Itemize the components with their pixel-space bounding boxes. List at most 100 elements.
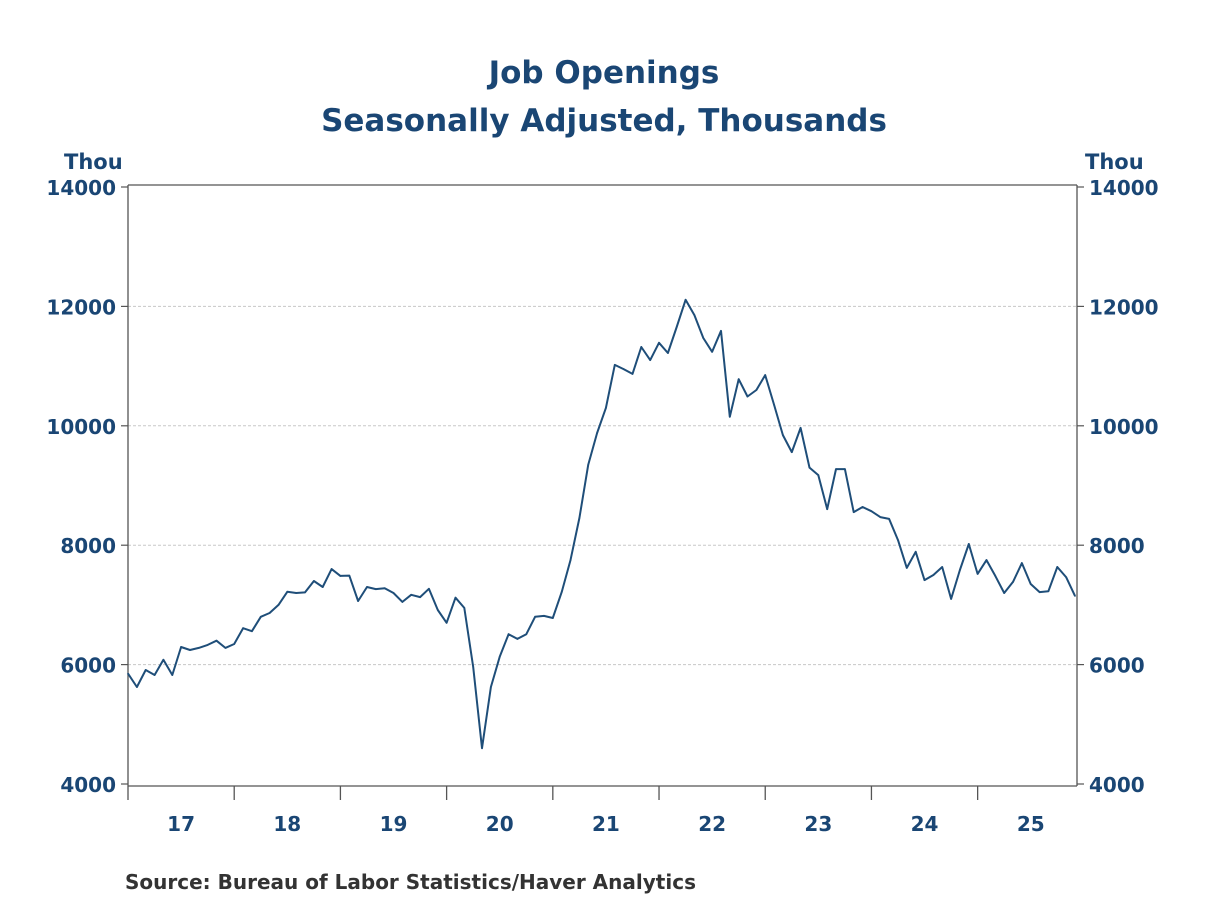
x-tick-label: 22 [698, 812, 726, 836]
data-point [153, 674, 156, 676]
data-point [313, 580, 315, 582]
data-point [888, 518, 890, 520]
data-point [773, 404, 775, 406]
data-point [1056, 566, 1059, 568]
data-point [268, 612, 271, 614]
data-point [861, 506, 864, 508]
y-tick-label-right: 8000 [1089, 534, 1145, 558]
data-point [339, 575, 342, 577]
right-axis-unit: Thou [1085, 150, 1144, 174]
data-point [401, 601, 404, 603]
data-point [534, 616, 536, 618]
y-tick-label-right: 6000 [1089, 654, 1145, 678]
data-point [498, 656, 501, 658]
data-point [746, 395, 749, 398]
data-point [976, 573, 979, 575]
data-point [463, 607, 466, 609]
x-tick-label: 23 [804, 812, 832, 836]
data-point [799, 427, 802, 429]
data-point [790, 451, 793, 453]
data-point [764, 374, 767, 376]
data-point [835, 468, 837, 470]
y-tick-label-right: 12000 [1089, 295, 1159, 319]
data-point [445, 622, 448, 624]
data-point [711, 350, 713, 353]
chart-subtitle: Seasonally Adjusted, Thousands [321, 103, 887, 139]
data-point [507, 633, 510, 635]
data-point [516, 638, 519, 640]
data-point [251, 630, 253, 632]
data-point [1038, 591, 1041, 593]
data-point [658, 342, 660, 344]
data-point [737, 378, 740, 381]
data-point [242, 627, 244, 629]
data-point [383, 587, 386, 589]
data-point [180, 646, 182, 648]
data-point [419, 596, 421, 598]
data-point [1021, 562, 1023, 564]
data-point [330, 568, 333, 570]
y-tick-label-left: 14000 [46, 176, 116, 200]
data-point [870, 510, 873, 512]
data-point [729, 416, 731, 418]
data-point [808, 466, 811, 469]
data-point [985, 559, 988, 561]
data-point [967, 543, 970, 545]
data-point [906, 567, 908, 569]
x-tick-label: 20 [486, 812, 514, 836]
y-tick-label-left: 4000 [60, 773, 116, 797]
data-point [233, 643, 236, 645]
y-tick-label-right: 4000 [1089, 773, 1145, 797]
data-point [348, 574, 351, 577]
x-tick-label: 19 [380, 812, 408, 836]
data-point [206, 644, 209, 646]
data-point [392, 592, 395, 594]
data-point [693, 314, 696, 316]
data-point [304, 591, 306, 594]
data-point [321, 586, 324, 588]
job-openings-line [127, 298, 1076, 750]
data-point [817, 474, 820, 476]
x-tick-label: 17 [167, 812, 195, 836]
data-point [569, 559, 572, 561]
data-point [994, 575, 997, 577]
data-point [587, 464, 590, 466]
data-point [675, 326, 678, 328]
data-point [162, 659, 165, 661]
data-point [1012, 581, 1014, 583]
data-point [136, 686, 138, 688]
y-tick-label-left: 10000 [46, 415, 116, 439]
data-point [366, 586, 368, 588]
data-point [596, 432, 598, 434]
chart-title: Job Openings [488, 55, 720, 91]
data-point [605, 407, 607, 409]
y-tick-label-left: 12000 [46, 295, 116, 319]
data-point [622, 368, 625, 370]
data-point [914, 550, 917, 553]
data-point [224, 647, 227, 649]
data-point [357, 600, 359, 602]
data-point [640, 346, 643, 348]
y-tick-label-left: 6000 [60, 654, 116, 678]
data-point [1003, 592, 1005, 594]
data-point [826, 508, 828, 510]
data-point [578, 517, 581, 519]
y-tick-label-right: 14000 [1089, 176, 1159, 200]
data-point [259, 616, 262, 618]
data-point [879, 516, 882, 518]
data-point [852, 511, 855, 513]
data-point [454, 596, 457, 599]
source-note: Source: Bureau of Labor Statistics/Haver… [125, 870, 696, 894]
data-point [649, 359, 651, 361]
data-point [720, 330, 722, 332]
data-point [127, 672, 129, 675]
data-point [755, 389, 758, 391]
y-tick-label-left: 8000 [60, 534, 116, 558]
data-point [472, 666, 474, 668]
data-point [286, 590, 289, 593]
data-point [1029, 583, 1032, 585]
data-point [525, 633, 528, 635]
x-tick-label: 21 [592, 812, 620, 836]
data-point [481, 747, 483, 749]
